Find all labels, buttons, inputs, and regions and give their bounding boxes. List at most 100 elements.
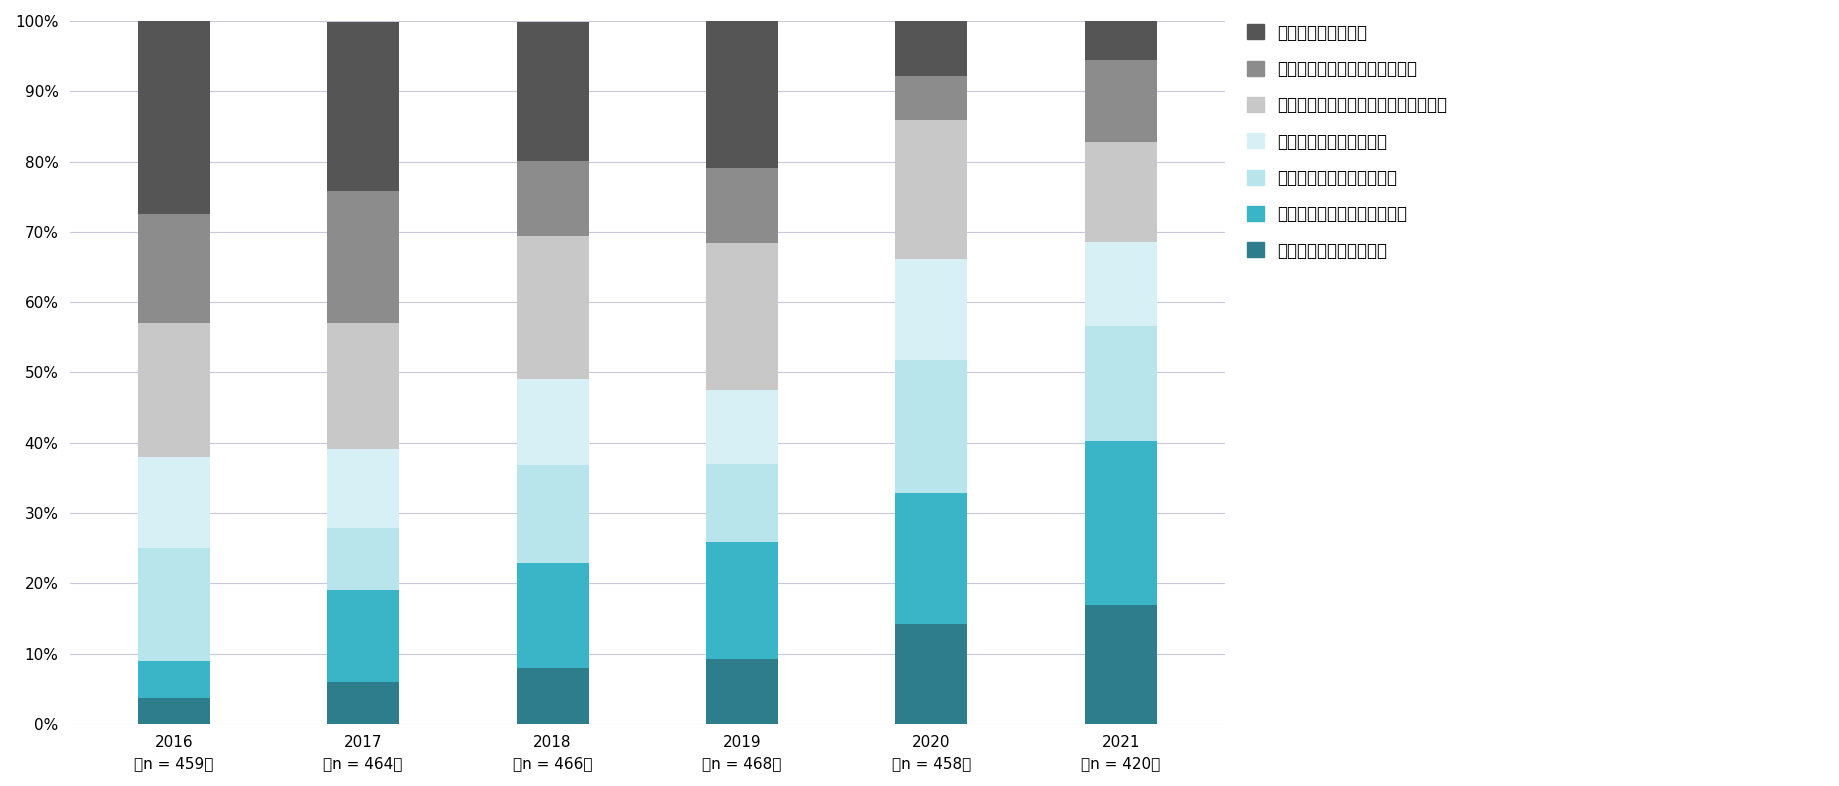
Bar (1085, 441, 1157, 605)
Bar (1085, 242, 1157, 326)
Bar (327, 590, 399, 681)
Text: 20.9: 20.9 (726, 310, 758, 324)
Bar (706, 243, 778, 390)
Bar (138, 698, 210, 724)
Text: 11.1: 11.1 (726, 496, 758, 510)
Bar (896, 624, 967, 724)
Text: 6.0: 6.0 (351, 696, 373, 710)
Bar (138, 20, 210, 214)
Text: 16.7: 16.7 (726, 593, 758, 608)
Bar (706, 21, 778, 168)
Bar (1085, 60, 1157, 142)
Text: 8.8: 8.8 (351, 552, 373, 566)
Bar (706, 390, 778, 464)
Text: 11.9: 11.9 (1105, 277, 1137, 292)
Text: 17.9: 17.9 (348, 379, 379, 393)
Bar (138, 20, 210, 214)
Text: 7.9: 7.9 (920, 41, 942, 55)
Text: 15.0: 15.0 (537, 608, 568, 623)
Bar (706, 243, 778, 390)
Bar (327, 323, 399, 449)
Bar (896, 494, 967, 624)
Bar (138, 457, 210, 548)
Bar (327, 681, 399, 724)
Text: 16.4: 16.4 (1105, 376, 1135, 391)
Bar (138, 698, 210, 724)
Bar (327, 449, 399, 527)
Bar (517, 563, 588, 668)
Bar (896, 494, 967, 624)
Bar (896, 120, 967, 259)
Text: 12.9: 12.9 (158, 496, 189, 510)
Bar (517, 236, 588, 380)
Bar (138, 661, 210, 698)
Bar (1085, 441, 1157, 605)
Bar (327, 527, 399, 590)
Text: 23.3: 23.3 (1105, 516, 1135, 531)
Bar (896, 624, 967, 724)
Bar (706, 464, 778, 542)
Text: 10.7: 10.7 (726, 199, 758, 212)
Bar (1085, 21, 1157, 60)
Bar (1085, 605, 1157, 724)
Text: 18.8: 18.8 (348, 250, 379, 264)
Text: 15.5: 15.5 (158, 261, 189, 275)
Text: 24.1: 24.1 (348, 99, 379, 113)
Text: 16.1: 16.1 (158, 597, 189, 612)
Text: 13.1: 13.1 (348, 629, 379, 643)
Bar (517, 161, 588, 236)
Bar (327, 449, 399, 527)
Bar (706, 659, 778, 724)
Bar (1085, 60, 1157, 142)
Bar (138, 322, 210, 457)
Bar (517, 563, 588, 668)
Text: 11.2: 11.2 (348, 481, 379, 495)
Bar (517, 465, 588, 563)
Text: 13.9: 13.9 (537, 507, 568, 521)
Text: 27.5: 27.5 (158, 110, 189, 124)
Bar (327, 323, 399, 449)
Text: 3.7: 3.7 (162, 704, 184, 718)
Bar (517, 236, 588, 380)
Bar (138, 661, 210, 698)
Text: 11.7: 11.7 (1105, 94, 1135, 108)
Text: 10.7: 10.7 (537, 192, 568, 205)
Bar (1085, 242, 1157, 326)
Bar (517, 23, 588, 161)
Bar (517, 668, 588, 724)
Bar (896, 259, 967, 360)
Bar (1085, 142, 1157, 242)
Bar (896, 75, 967, 120)
Bar (1085, 21, 1157, 60)
Bar (517, 668, 588, 724)
Text: 9.2: 9.2 (730, 685, 752, 699)
Bar (138, 457, 210, 548)
Text: 20.4: 20.4 (537, 301, 568, 314)
Bar (327, 191, 399, 323)
Bar (1085, 326, 1157, 441)
Bar (138, 548, 210, 661)
Bar (327, 22, 399, 191)
Text: 5.2: 5.2 (162, 673, 184, 687)
Text: 19.2: 19.2 (158, 383, 189, 397)
Bar (896, 20, 967, 75)
Bar (517, 380, 588, 465)
Bar (896, 75, 967, 120)
Text: 16.9: 16.9 (1105, 658, 1137, 671)
Bar (327, 590, 399, 681)
Bar (896, 360, 967, 494)
Text: 14.4: 14.4 (916, 302, 947, 316)
Text: 14.2: 14.2 (916, 667, 947, 681)
Text: 6.3: 6.3 (920, 91, 942, 105)
Text: 19.7: 19.7 (916, 182, 947, 196)
Text: 18.6: 18.6 (916, 552, 947, 566)
Bar (706, 659, 778, 724)
Bar (327, 681, 399, 724)
Bar (517, 161, 588, 236)
Text: 7.9: 7.9 (541, 689, 563, 703)
Bar (327, 191, 399, 323)
Bar (706, 168, 778, 243)
Text: 12.2: 12.2 (537, 415, 568, 429)
Text: 5.5: 5.5 (1109, 33, 1131, 47)
Bar (1085, 326, 1157, 441)
